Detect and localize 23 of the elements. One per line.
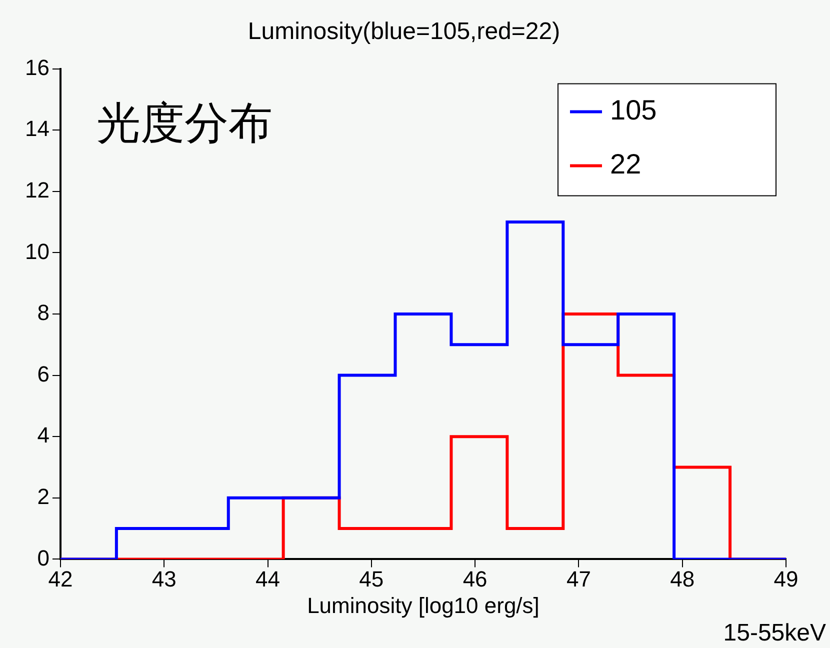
y-tick-label: 6 bbox=[37, 361, 50, 386]
x-tick-label: 45 bbox=[359, 566, 384, 592]
y-tick-label: 4 bbox=[37, 422, 50, 448]
y-tick-label: 12 bbox=[24, 177, 50, 202]
y-tick-label: 16 bbox=[24, 54, 50, 80]
x-tick-label: 42 bbox=[48, 566, 73, 592]
x-tick-label: 44 bbox=[256, 566, 280, 592]
annotation: 光度分布 bbox=[96, 98, 272, 150]
y-tick-label: 2 bbox=[37, 484, 50, 509]
x-tick-label: 46 bbox=[462, 566, 488, 592]
y-tick-label: 8 bbox=[37, 300, 50, 326]
x-axis-title: Luminosity [log10 erg/s] bbox=[307, 592, 540, 618]
x-tick-label: 47 bbox=[566, 566, 591, 592]
legend-label: 105 bbox=[610, 94, 657, 126]
y-tick-label: 14 bbox=[24, 116, 50, 142]
chart-title: Luminosity(blue=105,red=22) bbox=[248, 18, 560, 46]
legend-label: 22 bbox=[610, 148, 642, 180]
y-tick-label: 10 bbox=[24, 238, 50, 264]
y-tick-label: 0 bbox=[37, 545, 50, 570]
text: 15-55keV bbox=[723, 620, 826, 647]
x-tick-label: 48 bbox=[670, 566, 695, 592]
x-tick-label: 49 bbox=[774, 566, 798, 592]
x-tick-label: 43 bbox=[152, 566, 176, 592]
